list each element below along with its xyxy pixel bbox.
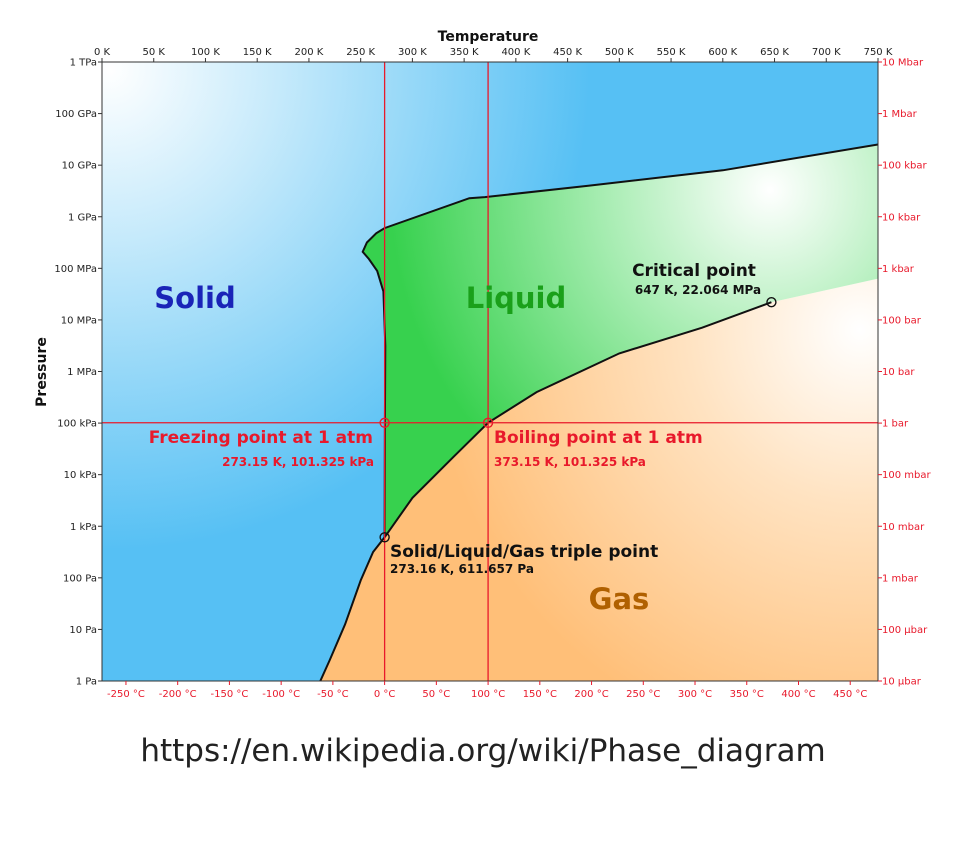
bottom-tick-label: -200 °C [159,689,197,700]
left-tick-label: 100 Pa [63,573,97,584]
right-tick-label: 10 µbar [882,677,922,688]
sublimation-curve [319,536,386,681]
right-tick-label: 100 kbar [882,161,928,172]
freezing-point-detail: 273.15 K, 101.325 kPa [222,455,374,469]
left-tick-label: 10 kPa [64,470,97,481]
bottom-tick-label: 100 °C [471,689,505,700]
critical-point-detail: 647 K, 22.064 MPa [635,283,761,297]
left-tick-label: 10 Pa [69,625,97,636]
bottom-tick-label: 300 °C [678,689,712,700]
right-axis-ticks: 10 Mbar 1 Mbar 100 kbar 10 kbar 1 kbar 100 ba… [878,58,931,688]
right-tick-label: 1 kbar [882,264,915,275]
bottom-tick-label: -150 °C [210,689,248,700]
boiling-point-marker [482,417,494,428]
left-tick-label: 1 Pa [76,677,97,688]
top-tick-label: 50 K [142,47,165,58]
top-tick-label: 450 K [553,47,582,58]
critical-point-label: Critical point [632,261,756,281]
source-url: https://en.wikipedia.org/wiki/Phase_diag… [140,733,826,769]
left-tick-label: 100 GPa [55,109,97,120]
liquid-phase-label: Liquid [466,281,567,315]
gas-phase-label: Gas [589,582,650,616]
bottom-tick-label: 400 °C [781,689,815,700]
top-tick-label: 700 K [812,47,841,58]
freezing-point-marker [379,417,390,428]
left-axis-ticks: 1 TPa 100 GPa 10 GPa 1 GPa 100 MPa 10 MPa 1 MP… [54,58,102,688]
freezing-point-label: Freezing point at 1 atm [149,428,373,448]
bottom-tick-label: -250 °C [107,689,145,700]
top-tick-label: 500 K [605,47,634,58]
top-tick-label: 0 K [94,47,111,58]
bottom-tick-label: 0 °C [374,689,396,700]
top-tick-label: 600 K [708,47,737,58]
right-tick-label: 100 µbar [882,625,928,636]
left-tick-label: 10 GPa [62,161,97,172]
left-tick-label: 100 MPa [54,264,97,275]
critical-point-marker [766,296,777,308]
left-tick-label: 10 MPa [61,315,97,326]
liquid-region [362,144,878,538]
boiling-point-label: Boiling point at 1 atm [494,428,703,448]
left-tick-label: 1 GPa [68,212,97,223]
left-tick-label: 1 MPa [67,367,97,378]
vaporization-curve [383,301,772,538]
phase-diagram-chart: 0 K 50 K 100 K 150 K 200 K 250 K 300 K 350 K 400… [34,29,931,700]
left-tick-label: 1 TPa [70,58,97,69]
solid-phase-label: Solid [154,281,235,315]
bottom-tick-label: 450 °C [833,689,867,700]
gas-region [320,278,878,681]
top-tick-label: 650 K [760,47,789,58]
right-tick-label: 1 bar [882,419,909,430]
top-tick-label: 300 K [398,47,427,58]
triple-point-label: Solid/Liquid/Gas triple point [390,542,658,562]
bottom-axis-ticks: -250 °C -200 °C -150 °C -100 °C -50 °C 0 °C 50… [107,681,867,700]
y-axis-title: Pressure [34,337,50,407]
right-tick-label: 1 mbar [882,573,919,584]
triple-point-marker [379,532,390,543]
bottom-tick-label: 150 °C [523,689,557,700]
bottom-tick-label: -50 °C [317,689,349,700]
right-tick-label: 10 Mbar [882,58,924,69]
point-markers [379,296,777,543]
right-tick-label: 10 bar [882,367,915,378]
top-tick-label: 350 K [450,47,479,58]
x-axis-title: Temperature [438,29,539,45]
top-tick-label: 750 K [864,47,893,58]
solid-region [102,62,878,681]
top-tick-label: 550 K [657,47,686,58]
right-tick-label: 100 mbar [882,470,931,481]
top-tick-label: 100 K [191,47,220,58]
top-tick-label: 200 K [295,47,324,58]
bottom-tick-label: 350 °C [730,689,764,700]
top-tick-label: 150 K [243,47,272,58]
bottom-tick-label: -100 °C [262,689,300,700]
bottom-tick-label: 250 °C [626,689,660,700]
right-tick-label: 100 bar [882,315,922,326]
bottom-tick-label: 200 °C [574,689,608,700]
right-tick-label: 10 mbar [882,522,925,533]
left-tick-label: 1 kPa [70,522,97,533]
triple-point-detail: 273.16 K, 611.657 Pa [390,562,534,576]
right-tick-label: 10 kbar [882,212,921,223]
top-axis-ticks: 0 K 50 K 100 K 150 K 200 K 250 K 300 K 350 K 400… [94,47,893,62]
top-tick-label: 400 K [501,47,530,58]
top-tick-label: 250 K [346,47,375,58]
right-tick-label: 1 Mbar [882,109,918,120]
left-tick-label: 100 kPa [57,419,97,430]
bottom-tick-label: 50 °C [422,689,450,700]
boiling-point-detail: 373.15 K, 101.325 kPa [494,455,646,469]
